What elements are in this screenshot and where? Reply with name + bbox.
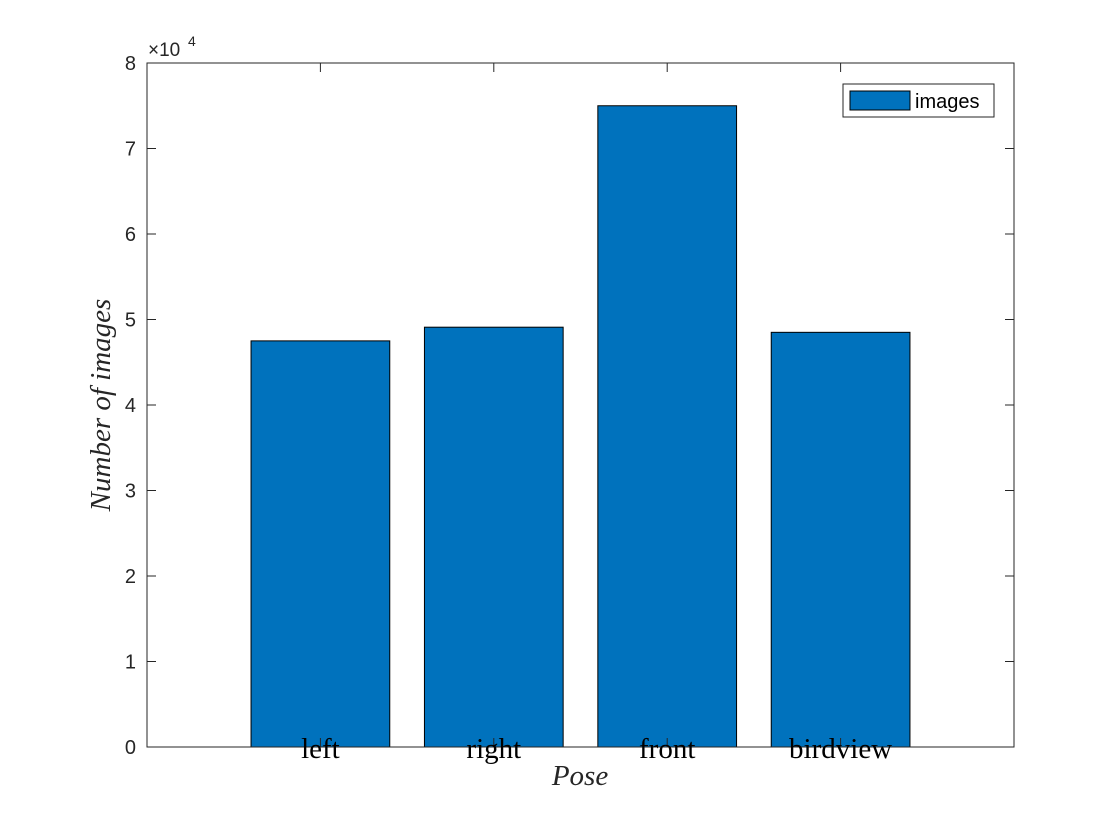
legend-label: images [915, 91, 979, 113]
x-tick-label-front: front [639, 733, 695, 765]
y-tick-label: 3 [125, 481, 136, 503]
legend-swatch [849, 90, 911, 111]
y-tick-label: 7 [125, 139, 136, 161]
bar-front [597, 105, 738, 748]
x-tick-labels-group: left right front birdview [301, 63, 892, 765]
y-axis-title: Number of images [85, 299, 117, 513]
bars-group [250, 105, 911, 748]
y-ticks-group: 0 1 2 3 4 5 6 7 8 [125, 53, 1014, 759]
y-tick-label: 1 [125, 652, 136, 674]
bar-birdview [770, 331, 911, 748]
y-tick-label: 2 [125, 566, 136, 588]
bar-right [423, 326, 564, 748]
y-tick-label: 6 [125, 224, 136, 246]
x-tick-label-right: right [466, 733, 521, 765]
y-tick-label: 0 [125, 737, 136, 759]
bar-left [250, 340, 391, 748]
y-tick-label: 5 [125, 310, 136, 332]
x-tick-label-birdview: birdview [789, 733, 892, 765]
x-tick-label-left: left [301, 733, 340, 765]
legend: images [842, 83, 995, 118]
y-tick-label: 8 [125, 53, 136, 75]
y-tick-label: 4 [125, 395, 136, 417]
x-axis-title: Pose [551, 760, 609, 792]
y-axis-multiplier: ×10 [148, 40, 180, 61]
y-axis-multiplier-exponent: 4 [188, 33, 196, 49]
